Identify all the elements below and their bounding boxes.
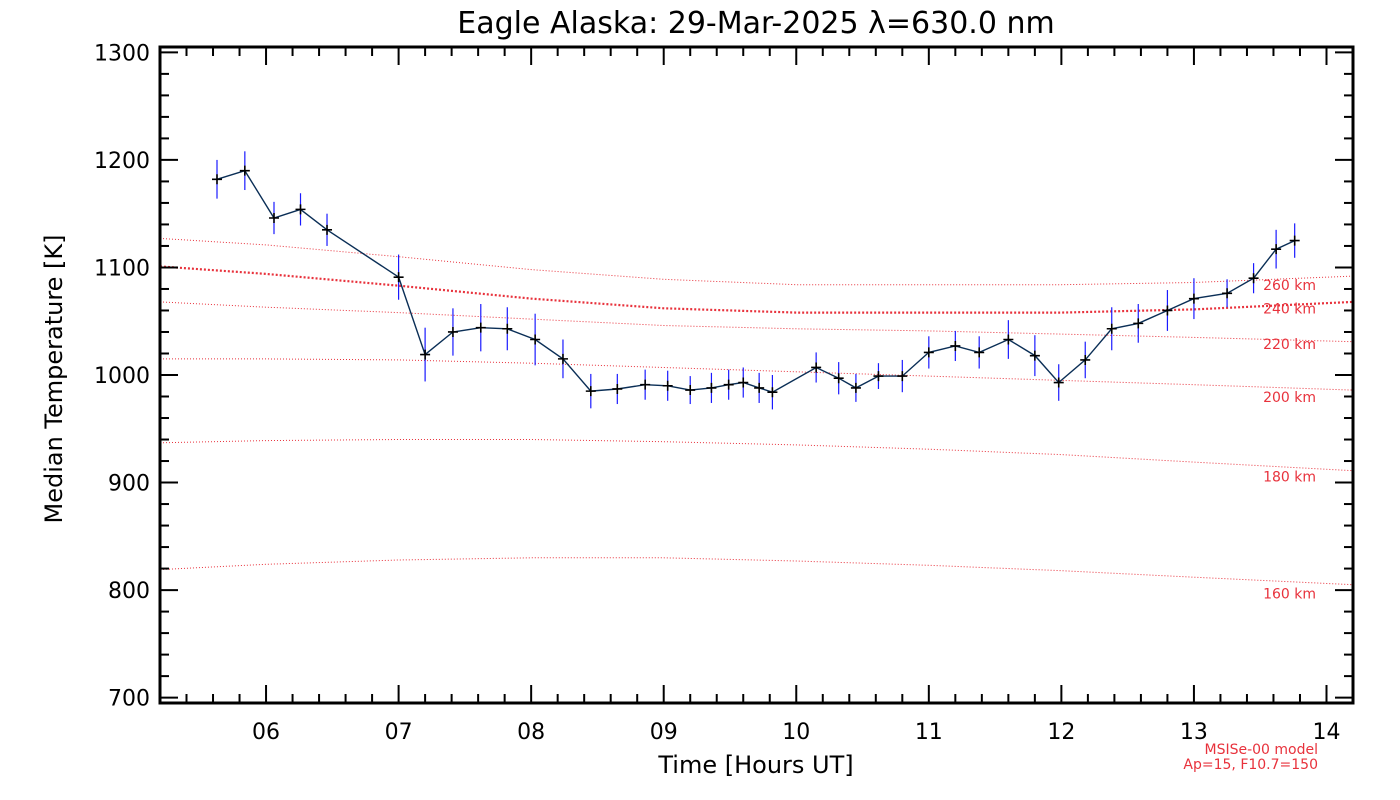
data-point — [530, 334, 541, 345]
data-point — [268, 212, 279, 223]
x-tick-label: 07 — [385, 720, 413, 745]
x-tick-label: 06 — [252, 720, 280, 745]
data-point — [475, 322, 486, 333]
x-tick-label: 10 — [782, 720, 810, 745]
y-tick-label: 1000 — [94, 364, 150, 389]
y-tick-label: 1300 — [94, 41, 150, 66]
data-point — [585, 386, 596, 397]
data-point — [662, 380, 673, 391]
data-point — [850, 382, 861, 393]
data-point — [1003, 334, 1014, 345]
data-point — [811, 362, 822, 373]
data-point — [1248, 273, 1259, 284]
x-tick-label: 13 — [1180, 720, 1208, 745]
data-series — [211, 151, 1300, 410]
model-curve-240km — [159, 265, 1354, 314]
data-point — [1029, 350, 1040, 361]
y-tick-label: 700 — [108, 687, 150, 712]
data-point — [557, 353, 568, 364]
data-point — [1271, 244, 1282, 255]
data-point — [447, 326, 458, 337]
y-tick-label: 900 — [108, 472, 150, 497]
model-curve-160km — [159, 557, 1354, 586]
data-point — [723, 379, 734, 390]
data-point — [211, 174, 222, 185]
model-curve-220km — [159, 301, 1354, 343]
data-point — [873, 371, 884, 382]
y-tick-label: 800 — [108, 579, 150, 604]
x-tick-label: 08 — [517, 720, 545, 745]
data-point — [1106, 323, 1117, 334]
x-tick-label: 09 — [650, 720, 678, 745]
model-note-line-2: Ap=15, F10.7=150 — [1183, 757, 1318, 773]
y-tick-label: 1100 — [94, 256, 150, 281]
x-tick-label: 14 — [1312, 720, 1340, 745]
x-tick-label: 12 — [1047, 720, 1075, 745]
data-point — [1222, 288, 1233, 299]
altitude-label-160km: 160 km — [1263, 587, 1316, 603]
data-point — [640, 379, 651, 390]
data-point — [897, 371, 908, 382]
x-tick-label: 11 — [915, 720, 943, 745]
data-point — [420, 349, 431, 360]
data-point — [1053, 377, 1064, 388]
data-point — [706, 382, 717, 393]
altitude-label-240km: 240 km — [1263, 302, 1316, 318]
data-point — [1188, 293, 1199, 304]
plot-area: 260 km 240 km 220 km 200 km 180 km 160 km 06 07… — [94, 41, 1355, 745]
data-point — [612, 383, 623, 394]
altitude-label-200km: 200 km — [1263, 390, 1316, 406]
x-axis-label: Time [Hours UT] — [657, 751, 853, 779]
data-point — [974, 347, 985, 358]
data-point — [239, 165, 250, 176]
data-point — [950, 340, 961, 351]
data-point — [1080, 354, 1091, 365]
altitude-label-220km: 220 km — [1263, 337, 1316, 353]
data-point — [322, 224, 333, 235]
y-axis-label: Median Temperature [K] — [40, 234, 68, 523]
chart-title: Eagle Alaska: 29-Mar-2025 λ=630.0 nm — [457, 6, 1054, 41]
data-point — [923, 347, 934, 358]
data-point — [738, 377, 749, 388]
data-point — [502, 323, 513, 334]
data-point — [1133, 318, 1144, 329]
altitude-label-260km: 260 km — [1263, 278, 1316, 294]
data-point — [685, 385, 696, 396]
model-note-line-1: MSISe-00 model — [1204, 742, 1318, 758]
data-point — [1289, 235, 1300, 246]
data-point — [754, 382, 765, 393]
model-curve-260km — [159, 237, 1354, 286]
data-point — [1162, 305, 1173, 316]
data-point — [393, 272, 404, 283]
model-curve-180km — [159, 439, 1354, 472]
data-point — [767, 387, 778, 398]
altitude-label-180km: 180 km — [1263, 469, 1316, 485]
y-tick-label: 1200 — [94, 149, 150, 174]
data-point — [833, 373, 844, 384]
data-point — [295, 204, 306, 215]
model-curve-200km — [160, 358, 1354, 391]
series-line — [216, 169, 1295, 393]
